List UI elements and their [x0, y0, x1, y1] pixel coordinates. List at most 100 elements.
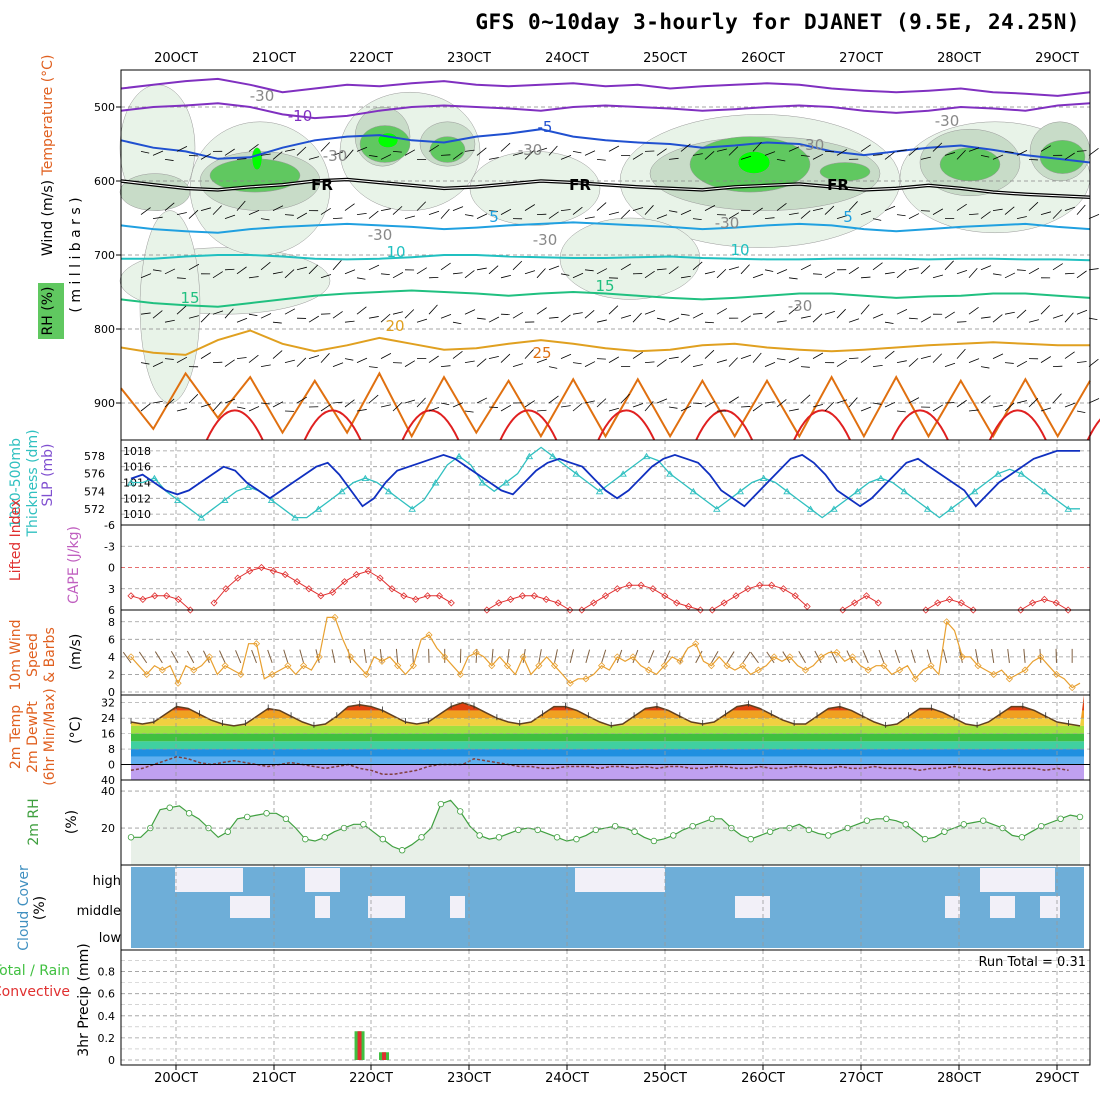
- lifted-index-line: [213, 566, 452, 604]
- lifted-index-line: [1020, 598, 1069, 611]
- rh-marker: [282, 815, 290, 823]
- wind-barb: [992, 154, 1004, 160]
- wind-barb: [704, 271, 715, 275]
- rh-marker: [321, 834, 328, 841]
- thickness-marker: [900, 487, 909, 495]
- wind-barb: [1052, 209, 1062, 219]
- wind-barb: [488, 355, 499, 359]
- rh-legend-swatch: [38, 283, 64, 339]
- wind-barb: [260, 364, 271, 367]
- wind-barb: [236, 406, 246, 409]
- wind-speed-marker: [268, 670, 276, 679]
- y-tick-label: 800: [94, 323, 115, 336]
- contour-label: 15: [595, 277, 614, 295]
- wind-speed-marker: [645, 666, 653, 674]
- thickness-marker: [783, 487, 791, 495]
- wind-barb: [476, 213, 488, 219]
- wind-barb: [1076, 150, 1087, 152]
- wind-barb: [1088, 214, 1100, 219]
- wind-barb: [308, 264, 319, 275]
- wind-barb: [788, 357, 800, 363]
- wind-barb: [1088, 268, 1099, 271]
- rh-marker: [379, 835, 386, 843]
- rh-marker: [398, 847, 406, 854]
- isotherm-hot-line: [205, 409, 264, 441]
- wind-barb: [596, 159, 606, 161]
- wind-barb: [908, 358, 919, 367]
- isotherm-hot-line: [499, 409, 558, 441]
- thickness-marker: [384, 487, 393, 495]
- wind-barb: [176, 356, 188, 363]
- rh-marker: [670, 832, 677, 839]
- wind-barb: [1052, 263, 1063, 271]
- wind-barb: [764, 362, 776, 367]
- wind-speed-marker: [347, 653, 355, 661]
- wind-barb: [284, 269, 295, 279]
- rh-marker: [457, 808, 464, 815]
- cloud-level-label: middle: [77, 904, 121, 919]
- contour-label: 25: [532, 344, 551, 362]
- x-tick-label-top: 28OCT: [937, 51, 981, 66]
- wind-speed-marker: [613, 653, 621, 661]
- wind-barb: [788, 146, 800, 152]
- wind-barb: [1064, 402, 1076, 408]
- wind-barb: [440, 154, 451, 156]
- wind-barb: [812, 404, 824, 408]
- wind-barb: [152, 361, 164, 367]
- wind-barb: [644, 205, 654, 215]
- wind-barb-10m: [267, 649, 273, 664]
- wind-barb: [212, 271, 223, 279]
- wind-barb: [992, 208, 1003, 211]
- wind-barb: [320, 208, 331, 215]
- wind-barb: [356, 146, 368, 152]
- temp-color-band: [131, 741, 1084, 750]
- wind-barb: [488, 265, 499, 275]
- x-tick-label-bottom: 29OCT: [1035, 1071, 1079, 1086]
- temp-color-band: [131, 764, 1084, 780]
- temp2m-axis-label-3: (6hr Min/Max): [42, 688, 58, 785]
- wind-barb: [368, 155, 378, 158]
- wind-barb: [932, 274, 944, 279]
- wind-barb: [284, 214, 294, 216]
- wind-barb: [956, 321, 967, 323]
- wind-barb: [620, 314, 632, 319]
- wind-barb-10m: [235, 650, 242, 664]
- rh-marker: [650, 837, 658, 845]
- wind-barb: [860, 144, 871, 152]
- rh-tick-label: 40: [101, 785, 115, 798]
- cloud-block: [1040, 896, 1060, 918]
- thickness-marker: [455, 452, 463, 460]
- wind-barb: [572, 151, 582, 154]
- lifted-index-tick-label: -6: [104, 519, 115, 532]
- wind-speed-marker: [958, 653, 966, 661]
- wind-barb: [332, 362, 344, 367]
- temp-tick-label: 40: [101, 774, 115, 787]
- wind-barb-10m: [395, 648, 399, 663]
- wind-barb: [176, 408, 187, 412]
- wind-barb: [944, 362, 956, 367]
- wind-barb: [860, 276, 871, 279]
- thickness-marker: [1041, 487, 1049, 495]
- wind-barb: [836, 399, 848, 404]
- wind-barb: [620, 209, 631, 219]
- thickness-line: [131, 446, 1080, 519]
- contour-label: FR: [827, 176, 849, 194]
- wind-barb-10m: [648, 650, 655, 664]
- wind-speed-marker: [943, 618, 951, 626]
- precip-convective-bar: [382, 1052, 387, 1060]
- wind-barb: [1052, 314, 1064, 319]
- wind-barb: [200, 352, 211, 359]
- x-tick-label-bottom: 24OCT: [545, 1071, 589, 1086]
- rh-marker: [805, 826, 813, 834]
- wind-barb: [632, 351, 643, 359]
- wind-barb: [596, 268, 608, 275]
- wind-barb: [500, 353, 511, 363]
- x-tick-label-bottom: 27OCT: [839, 1071, 883, 1086]
- wind-barb: [332, 401, 343, 404]
- wind-barb: [668, 406, 678, 409]
- wind-barb: [656, 359, 667, 367]
- wind-speed-marker: [754, 666, 763, 674]
- wind-barb: [296, 146, 307, 156]
- x-tick-label-top: 25OCT: [643, 51, 687, 66]
- lifted-index-line: [842, 595, 879, 611]
